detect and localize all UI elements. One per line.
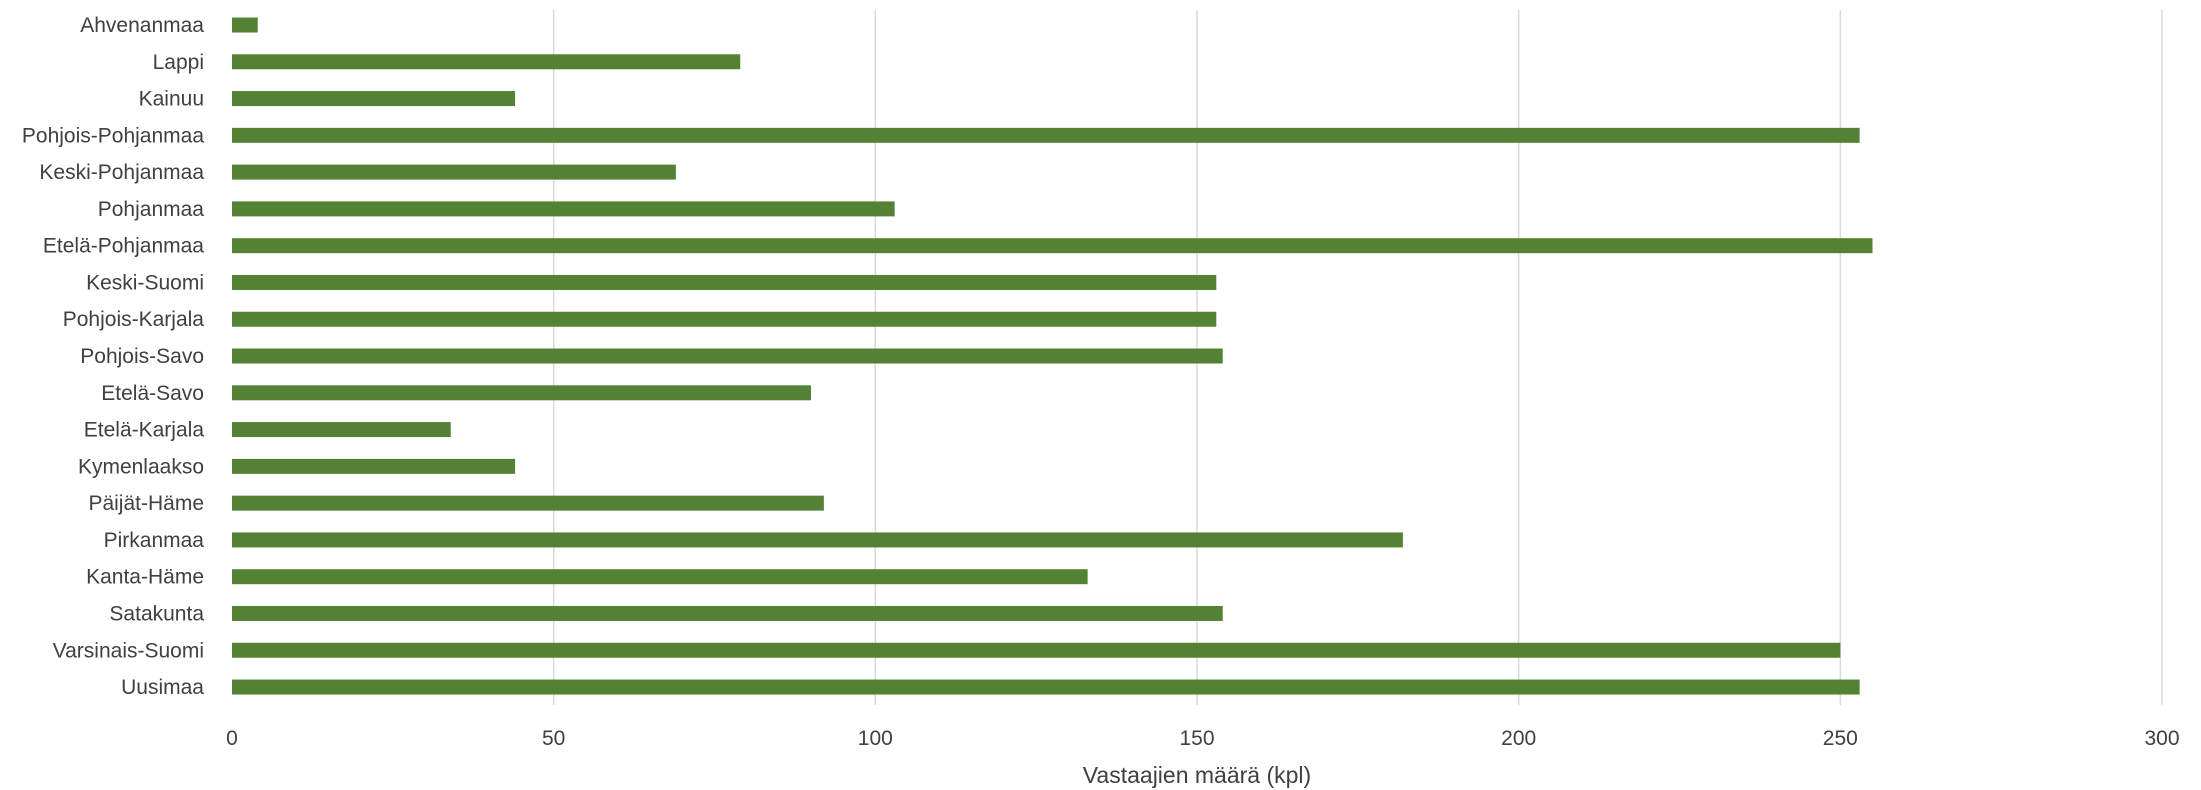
bar	[232, 385, 811, 401]
x-tick-label: 200	[1501, 727, 1536, 750]
x-tick-label: 100	[858, 727, 893, 750]
category-label: Ahvenanmaa	[80, 14, 204, 37]
x-tick-label: 250	[1823, 727, 1858, 750]
bar	[232, 422, 451, 438]
bar	[232, 238, 1873, 254]
category-label: Etelä-Savo	[101, 382, 204, 405]
category-label: Kanta-Häme	[86, 566, 204, 589]
category-label: Pohjois-Savo	[80, 345, 204, 368]
category-label: Pohjanmaa	[98, 198, 205, 221]
category-label: Kainuu	[139, 88, 204, 111]
category-label: Lappi	[153, 51, 204, 74]
category-label: Pohjois-Pohjanmaa	[22, 124, 204, 147]
bar	[232, 495, 824, 511]
bar	[232, 642, 1841, 658]
category-label: Uusimaa	[121, 676, 204, 699]
x-tick-label: 0	[226, 727, 238, 750]
x-axis-title: Vastaajien määrä (kpl)	[1083, 762, 1311, 788]
bar	[232, 201, 895, 217]
category-label: Etelä-Pohjanmaa	[43, 235, 204, 258]
bars	[232, 17, 1873, 695]
bar	[232, 274, 1217, 290]
x-tick-label: 300	[2144, 727, 2179, 750]
bar	[232, 54, 741, 70]
category-label: Etelä-Karjala	[84, 419, 205, 442]
bar	[232, 605, 1223, 621]
x-tick-label: 150	[1179, 727, 1214, 750]
category-label: Keski-Pohjanmaa	[39, 161, 204, 184]
bar	[232, 679, 1860, 695]
category-label: Varsinais-Suomi	[53, 639, 204, 662]
x-tick-labels: 0 50 100 150 200 250 300	[226, 727, 2179, 750]
bar	[232, 569, 1088, 585]
bar	[232, 164, 676, 180]
bar	[232, 348, 1223, 364]
bar	[232, 127, 1860, 143]
category-label: Pirkanmaa	[104, 529, 205, 552]
bar	[232, 311, 1217, 327]
category-labels: Ahvenanmaa Lappi Kainuu Pohjois-Pohjanmaa Ke…	[22, 14, 204, 699]
category-label: Kymenlaakso	[78, 455, 204, 478]
bar	[232, 91, 516, 107]
category-label: Pohjois-Karjala	[63, 308, 205, 331]
x-tick-label: 50	[542, 727, 565, 750]
bar	[232, 458, 516, 474]
category-label: Satakunta	[109, 602, 204, 625]
category-label: Keski-Suomi	[86, 271, 204, 294]
category-label: Päijät-Häme	[88, 492, 204, 515]
bar	[232, 532, 1403, 548]
bar	[232, 17, 258, 33]
